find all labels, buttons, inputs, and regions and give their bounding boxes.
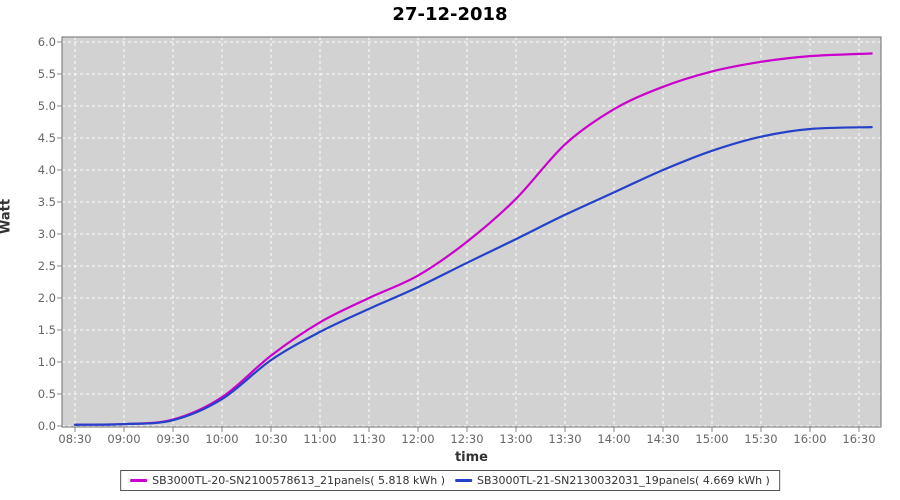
chart-title: 27-12-2018 <box>392 4 508 25</box>
y-axis-label: Watt <box>0 198 14 234</box>
y-tick-label: 4.0 <box>37 163 56 177</box>
x-tick-label: 15:30 <box>744 432 778 446</box>
x-tick-label: 10:00 <box>205 432 239 446</box>
series2-line-swatch <box>455 479 472 482</box>
x-tick-label: 08:30 <box>58 432 92 446</box>
x-tick-label: 14:30 <box>646 432 680 446</box>
x-tick-label: 11:00 <box>303 432 337 446</box>
y-tick-label: 4.5 <box>37 131 56 145</box>
x-tick-label: 15:00 <box>695 432 729 446</box>
series1-line-swatch <box>130 479 148 482</box>
plot-background <box>62 37 881 427</box>
x-tick-label: 16:30 <box>842 432 876 446</box>
y-tick-label: 1.0 <box>37 355 56 369</box>
series-line-2 <box>73 126 873 426</box>
series-line-1 <box>73 52 873 426</box>
legend-label-series2: SB3000TL-21-SN2130032031_19panels( 4.669… <box>477 474 770 487</box>
legend-label-series1: SB3000TL-20-SN2100578613_21panels( 5.818… <box>152 474 445 487</box>
y-tick-label: 5.0 <box>37 99 56 113</box>
x-tick-label: 09:30 <box>156 432 190 446</box>
x-tick-label: 12:30 <box>450 432 484 446</box>
y-tick-label: 0.0 <box>37 419 56 433</box>
y-tick-label: 5.5 <box>37 67 56 81</box>
x-axis-label: time <box>454 450 489 465</box>
x-tick-label: 13:00 <box>499 432 533 446</box>
legend-item-series1: SB3000TL-20-SN2100578613_21panels( 5.818… <box>130 474 445 487</box>
x-tick-label: 14:00 <box>597 432 631 446</box>
x-tick-label: 16:00 <box>793 432 827 446</box>
y-tick-label: 2.5 <box>37 259 56 273</box>
y-tick-label: 3.5 <box>37 195 56 209</box>
plot-border <box>61 36 882 428</box>
y-tick-label: 6.0 <box>37 35 56 49</box>
y-tick-label: 1.5 <box>37 323 56 337</box>
legend: SB3000TL-20-SN2100578613_21panels( 5.818… <box>120 470 780 491</box>
y-tick-label: 2.0 <box>37 291 56 305</box>
x-tick-label: 13:30 <box>548 432 582 446</box>
x-tick-label: 11:30 <box>352 432 386 446</box>
x-tick-label: 09:00 <box>107 432 141 446</box>
x-tick-label: 12:00 <box>401 432 435 446</box>
x-tick-label: 10:30 <box>254 432 288 446</box>
legend-item-series2: SB3000TL-21-SN2130032031_19panels( 4.669… <box>455 474 770 487</box>
y-tick-label: 0.5 <box>37 387 56 401</box>
y-tick-label: 3.0 <box>37 227 56 241</box>
